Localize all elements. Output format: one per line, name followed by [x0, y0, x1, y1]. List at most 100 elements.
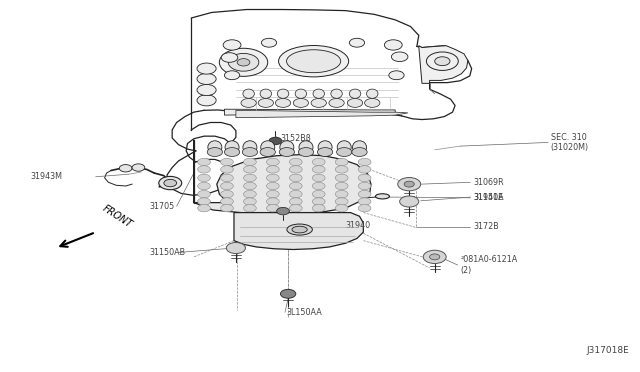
Polygon shape — [419, 46, 468, 83]
Circle shape — [358, 174, 371, 182]
Circle shape — [197, 63, 216, 74]
Circle shape — [289, 158, 302, 166]
Circle shape — [228, 54, 259, 71]
Polygon shape — [194, 140, 371, 214]
Circle shape — [289, 205, 302, 212]
Circle shape — [266, 166, 279, 173]
Circle shape — [221, 182, 234, 190]
Circle shape — [348, 99, 363, 108]
Circle shape — [397, 177, 420, 191]
Circle shape — [221, 53, 238, 62]
Circle shape — [312, 205, 325, 212]
Circle shape — [312, 198, 325, 205]
Circle shape — [312, 182, 325, 190]
Circle shape — [266, 174, 279, 182]
Ellipse shape — [287, 50, 340, 73]
Circle shape — [132, 164, 145, 171]
Circle shape — [335, 182, 348, 190]
Circle shape — [335, 174, 348, 182]
Circle shape — [389, 71, 404, 80]
Circle shape — [335, 158, 348, 166]
Ellipse shape — [243, 141, 257, 154]
Text: J317018E: J317018E — [586, 346, 629, 355]
Circle shape — [241, 99, 256, 108]
Text: 31150AB: 31150AB — [149, 248, 186, 257]
Circle shape — [266, 158, 279, 166]
Ellipse shape — [376, 194, 390, 199]
Ellipse shape — [243, 89, 254, 98]
Circle shape — [399, 196, 419, 207]
Circle shape — [198, 174, 211, 182]
Circle shape — [221, 205, 234, 212]
Circle shape — [244, 198, 256, 205]
Circle shape — [404, 181, 414, 187]
Text: 31150A: 31150A — [473, 193, 504, 202]
Ellipse shape — [295, 89, 307, 98]
Circle shape — [392, 52, 408, 62]
Circle shape — [358, 198, 371, 205]
Ellipse shape — [331, 89, 342, 98]
Polygon shape — [234, 212, 364, 250]
Circle shape — [244, 205, 256, 212]
Circle shape — [269, 137, 282, 145]
Text: SEC. 310
(31020M): SEC. 310 (31020M) — [550, 133, 589, 152]
Circle shape — [335, 166, 348, 173]
Text: 31941E: 31941E — [473, 193, 503, 202]
Circle shape — [198, 182, 211, 190]
Text: 31940: 31940 — [346, 221, 371, 230]
Circle shape — [365, 99, 380, 108]
Circle shape — [197, 84, 216, 96]
Circle shape — [289, 166, 302, 173]
Text: 3L150AA: 3L150AA — [287, 308, 323, 317]
Circle shape — [197, 73, 216, 84]
Circle shape — [335, 205, 348, 212]
Ellipse shape — [280, 141, 294, 154]
Circle shape — [426, 52, 458, 70]
Circle shape — [198, 198, 211, 205]
Ellipse shape — [337, 141, 351, 154]
Ellipse shape — [349, 89, 361, 98]
Circle shape — [275, 99, 291, 108]
Circle shape — [429, 254, 440, 260]
Ellipse shape — [277, 89, 289, 98]
Circle shape — [164, 179, 177, 187]
Circle shape — [289, 182, 302, 190]
Circle shape — [352, 148, 367, 157]
Circle shape — [207, 148, 223, 157]
Text: 3152Bβ: 3152Bβ — [280, 134, 312, 143]
Circle shape — [220, 48, 268, 76]
Ellipse shape — [260, 89, 271, 98]
Circle shape — [266, 198, 279, 205]
Polygon shape — [236, 110, 408, 118]
Circle shape — [337, 148, 352, 157]
Circle shape — [243, 148, 257, 157]
Circle shape — [223, 40, 241, 50]
Ellipse shape — [292, 226, 307, 233]
Circle shape — [198, 205, 211, 212]
Circle shape — [266, 205, 279, 212]
Circle shape — [312, 190, 325, 198]
Circle shape — [358, 182, 371, 190]
Text: 3172B: 3172B — [473, 222, 499, 231]
Circle shape — [280, 289, 296, 298]
Circle shape — [225, 148, 240, 157]
Ellipse shape — [278, 45, 349, 77]
Circle shape — [312, 174, 325, 182]
Circle shape — [261, 38, 276, 47]
Circle shape — [244, 166, 256, 173]
Circle shape — [298, 148, 314, 157]
Circle shape — [312, 166, 325, 173]
Ellipse shape — [299, 141, 313, 154]
Ellipse shape — [318, 141, 332, 154]
Text: 31943M: 31943M — [30, 172, 62, 181]
Circle shape — [244, 190, 256, 198]
Circle shape — [329, 99, 344, 108]
Ellipse shape — [367, 89, 378, 98]
Circle shape — [423, 250, 446, 263]
Circle shape — [198, 190, 211, 198]
Ellipse shape — [225, 141, 239, 154]
Circle shape — [198, 166, 211, 173]
Circle shape — [198, 158, 211, 166]
Circle shape — [358, 158, 371, 166]
Circle shape — [159, 176, 182, 190]
